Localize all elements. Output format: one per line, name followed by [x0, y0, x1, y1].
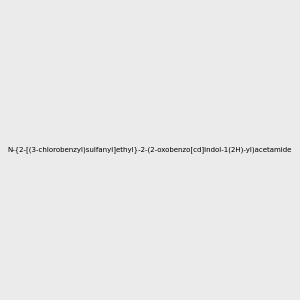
Text: N-{2-[(3-chlorobenzyl)sulfanyl]ethyl}-2-(2-oxobenzo[cd]indol-1(2H)-yl)acetamide: N-{2-[(3-chlorobenzyl)sulfanyl]ethyl}-2-…: [8, 147, 292, 153]
